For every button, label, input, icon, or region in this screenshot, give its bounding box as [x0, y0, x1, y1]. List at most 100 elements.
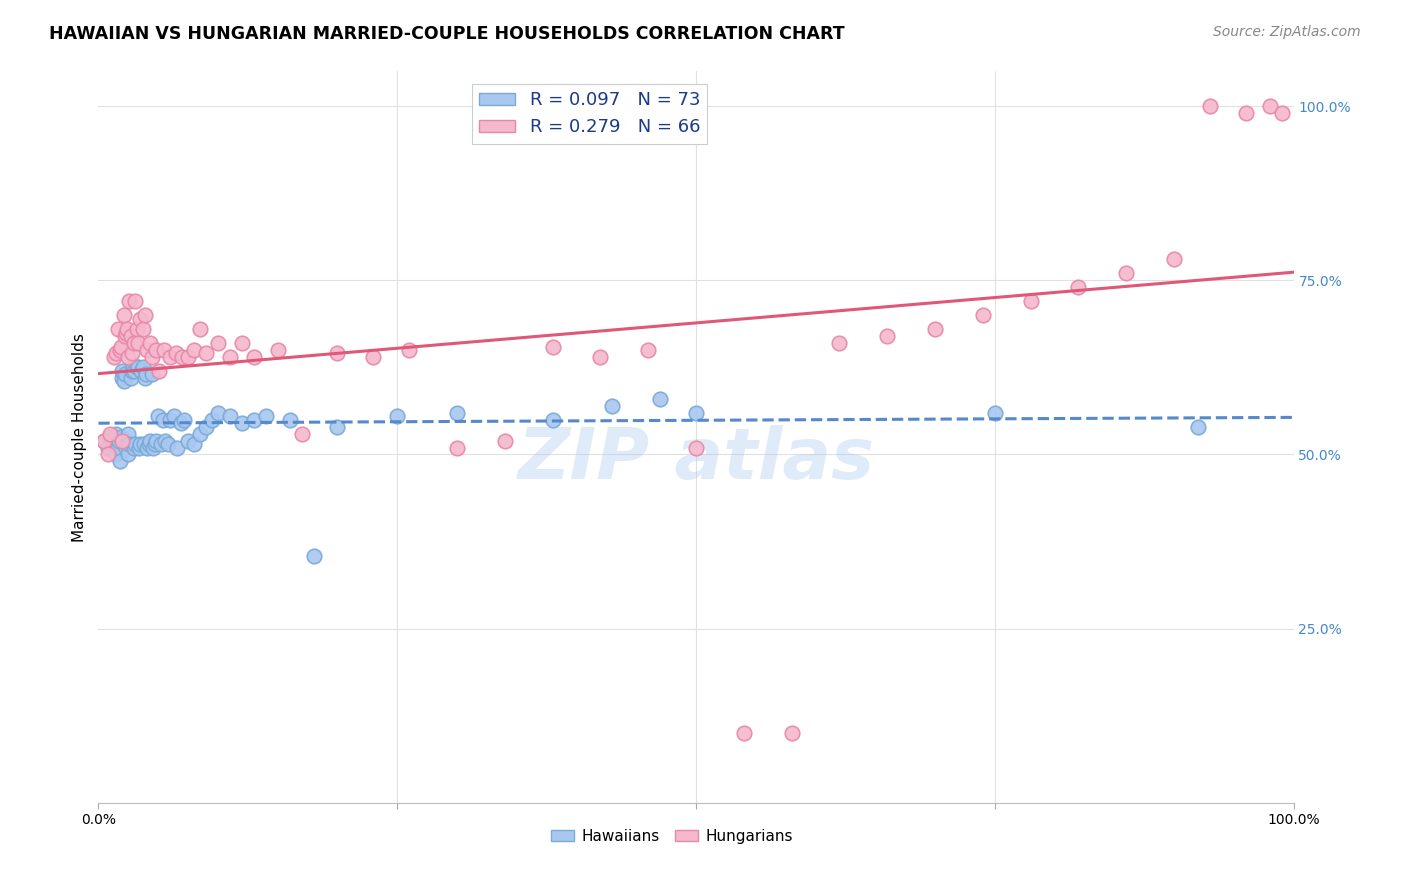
Point [207, 336, 229, 351]
Point [121, 346, 143, 360]
Point [166, 441, 188, 455]
Point [733, 726, 755, 740]
Point [1187, 419, 1209, 434]
Point [124, 437, 146, 451]
Point [115, 441, 138, 455]
Point [124, 336, 146, 351]
Point [173, 412, 195, 426]
Text: ZIP atlas: ZIP atlas [517, 425, 875, 493]
Point [1067, 280, 1090, 294]
Point [145, 343, 167, 357]
Point [165, 346, 187, 360]
Point [188, 322, 211, 336]
Point [152, 412, 174, 426]
Point [115, 437, 138, 451]
Point [129, 311, 152, 326]
Point [132, 437, 155, 451]
Point [267, 343, 290, 357]
Point [110, 430, 132, 444]
Point [1019, 294, 1042, 309]
Point [326, 419, 349, 434]
Point [97, 441, 120, 455]
Point [110, 339, 132, 353]
Point [98, 426, 122, 441]
Point [122, 360, 145, 375]
Point [107, 322, 129, 336]
Point [101, 437, 124, 451]
Point [125, 360, 148, 375]
Point [145, 434, 167, 448]
Point [1115, 266, 1137, 280]
Point [114, 368, 136, 382]
Point [243, 412, 266, 426]
Point [1199, 99, 1222, 113]
Point [648, 392, 672, 406]
Point [278, 412, 301, 426]
Point [195, 419, 218, 434]
Text: Source: ZipAtlas.com: Source: ZipAtlas.com [1213, 25, 1361, 39]
Point [120, 371, 142, 385]
Point [115, 322, 138, 336]
Point [219, 409, 242, 424]
Point [111, 364, 134, 378]
Point [105, 448, 128, 462]
Point [125, 322, 148, 336]
Point [155, 434, 177, 448]
Point [291, 426, 314, 441]
Point [138, 437, 160, 451]
Point [156, 437, 179, 451]
Y-axis label: Married-couple Households: Married-couple Households [72, 333, 87, 541]
Point [159, 350, 181, 364]
Point [149, 437, 172, 451]
Point [103, 350, 125, 364]
Point [107, 434, 129, 448]
Point [201, 412, 224, 426]
Point [127, 360, 149, 375]
Point [153, 343, 176, 357]
Point [93, 434, 115, 448]
Point [876, 329, 898, 343]
Point [188, 426, 211, 441]
Point [114, 329, 136, 343]
Point [589, 350, 612, 364]
Point [112, 375, 135, 389]
Point [177, 350, 200, 364]
Point [127, 336, 149, 351]
Point [135, 368, 157, 382]
Point [446, 406, 468, 420]
Point [385, 409, 409, 424]
Point [541, 339, 564, 353]
Text: HAWAIIAN VS HUNGARIAN MARRIED-COUPLE HOUSEHOLDS CORRELATION CHART: HAWAIIAN VS HUNGARIAN MARRIED-COUPLE HOU… [49, 25, 845, 43]
Point [107, 441, 129, 455]
Point [302, 549, 325, 563]
Point [219, 350, 242, 364]
Point [780, 726, 803, 740]
Point [148, 364, 170, 378]
Point [183, 437, 205, 451]
Point [97, 448, 120, 462]
Point [131, 360, 153, 375]
Point [117, 350, 139, 364]
Point [131, 364, 153, 378]
Point [148, 409, 170, 424]
Point [828, 336, 851, 351]
Point [254, 409, 277, 424]
Point [398, 343, 420, 357]
Point [134, 371, 156, 385]
Point [1163, 252, 1185, 267]
Point [494, 434, 516, 448]
Point [541, 412, 564, 426]
Point [1258, 99, 1281, 113]
Point [136, 343, 159, 357]
Point [326, 346, 349, 360]
Legend: Hawaiians, Hungarians: Hawaiians, Hungarians [546, 822, 799, 850]
Point [121, 364, 143, 378]
Point [128, 441, 150, 455]
Point [108, 343, 131, 357]
Point [637, 343, 659, 357]
Point [195, 346, 218, 360]
Point [117, 448, 139, 462]
Point [924, 322, 946, 336]
Point [231, 336, 253, 351]
Point [117, 426, 139, 441]
